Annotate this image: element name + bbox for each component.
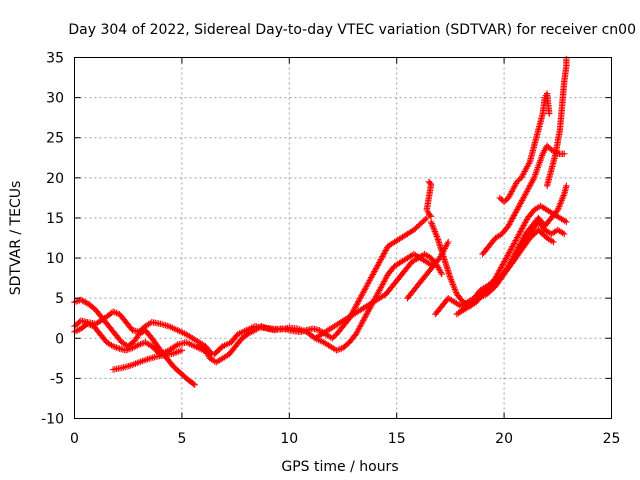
y-tick-label: 15 xyxy=(46,211,64,227)
data-point xyxy=(563,55,570,63)
scatter-marks xyxy=(71,55,570,389)
data-point xyxy=(563,182,570,190)
x-tick-labels: 0 5 10 15 20 25 xyxy=(70,431,620,447)
data-point xyxy=(426,211,434,219)
y-tick-label: 20 xyxy=(46,171,64,187)
y-tick-label: 10 xyxy=(46,251,64,267)
data-point xyxy=(427,213,435,220)
series-track-e xyxy=(195,214,430,366)
x-tick-label: 5 xyxy=(177,431,186,447)
y-tick-label: -5 xyxy=(50,371,64,387)
x-axis-label: GPS time / hours xyxy=(281,459,398,475)
series-track-d xyxy=(109,347,186,373)
plot-frame xyxy=(74,57,612,419)
data-point xyxy=(190,380,197,388)
series-track-h xyxy=(404,238,452,302)
y-tick-label: 5 xyxy=(55,291,64,307)
data-point xyxy=(438,270,446,278)
data-point xyxy=(561,230,568,238)
series-track-g xyxy=(311,250,446,342)
data-point xyxy=(550,238,557,246)
series-track-n xyxy=(496,90,553,206)
data-point xyxy=(172,342,180,349)
data-point xyxy=(546,110,553,117)
series-track-p xyxy=(453,226,557,318)
data-point xyxy=(178,347,186,354)
x-tick-label: 25 xyxy=(603,431,621,447)
data-point xyxy=(563,218,570,226)
x-tick-label: 10 xyxy=(280,431,298,447)
y-tick-labels: -10 -5 0 5 10 15 20 25 30 35 xyxy=(41,51,64,428)
series-track-o xyxy=(543,55,570,190)
axis-ticks xyxy=(74,57,612,419)
data-point xyxy=(561,150,568,157)
series-track-f xyxy=(210,250,437,358)
x-tick-label: 0 xyxy=(70,431,79,447)
y-axis-label: SDTVAR / TECUs xyxy=(8,181,24,296)
y-tick-label: -10 xyxy=(41,412,64,428)
series-track-j xyxy=(427,202,570,310)
chart-title: Day 304 of 2022, Sidereal Day-to-day VTE… xyxy=(68,22,636,38)
y-tick-label: 35 xyxy=(46,51,64,67)
data-point xyxy=(445,238,452,246)
data-point xyxy=(422,216,429,223)
y-tick-label: 25 xyxy=(46,131,64,147)
data-point xyxy=(530,176,537,183)
y-tick-label: 0 xyxy=(55,331,64,347)
data-point xyxy=(191,381,198,389)
data-point xyxy=(423,214,430,222)
series-track-a xyxy=(71,296,198,389)
y-tick-label: 30 xyxy=(46,91,64,107)
series-track-i xyxy=(423,178,435,220)
x-tick-label: 15 xyxy=(388,431,406,447)
x-tick-label: 20 xyxy=(495,431,513,447)
